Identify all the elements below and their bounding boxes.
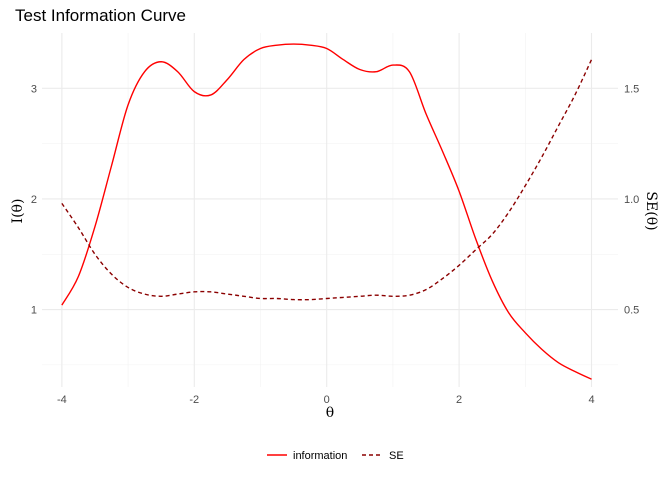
tick-labels: -4 -2 0 2 4 1 2 3 0.5 1.0 1.5: [31, 83, 639, 406]
series-line-se: [61, 59, 593, 301]
x-tick-label: 4: [588, 394, 594, 406]
x-tick-label: -4: [57, 394, 67, 406]
legend-label-se: SE: [389, 450, 404, 462]
legend: information SE: [267, 450, 404, 462]
minor-gridlines: [42, 33, 618, 387]
x-tick-label: -2: [189, 394, 199, 406]
y2-tick-label: 0.5: [624, 305, 639, 317]
y-tick-label: 3: [31, 83, 37, 95]
chart-title: Test Information Curve: [15, 6, 186, 25]
series-layer: [61, 43, 593, 380]
y-tick-label: 1: [31, 305, 37, 317]
y2-axis-title: SE(θ): [643, 191, 659, 230]
y-tick-label: 2: [31, 194, 37, 206]
y-axis-title: I(θ): [10, 199, 26, 224]
legend-label-information: information: [293, 450, 347, 462]
series-line-information: [61, 43, 592, 380]
x-tick-label: 2: [456, 394, 462, 406]
x-axis-title: θ: [326, 405, 334, 421]
major-gridlines: [42, 33, 618, 387]
y2-tick-label: 1.0: [624, 194, 639, 206]
y2-tick-label: 1.5: [624, 83, 639, 95]
x-tick-label: 0: [324, 394, 330, 406]
